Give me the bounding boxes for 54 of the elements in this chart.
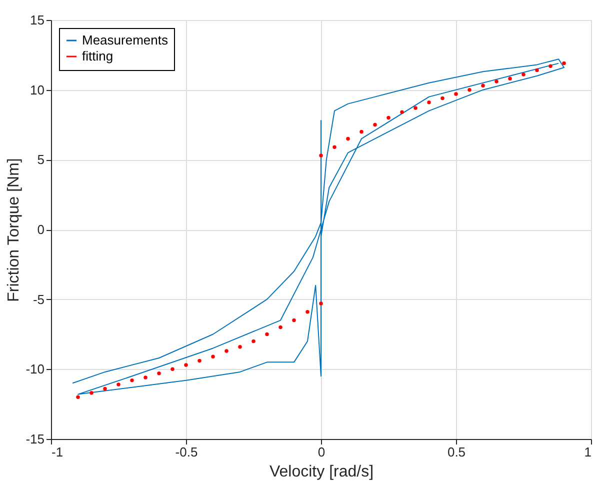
point — [144, 376, 148, 380]
point — [130, 378, 134, 382]
y-tick-label: -10 — [26, 362, 44, 377]
x-tick-label: 1 — [584, 444, 592, 460]
point — [198, 358, 202, 363]
point — [468, 88, 472, 92]
legend-label: Measurements — [82, 32, 168, 48]
point — [386, 116, 390, 120]
point — [238, 344, 242, 349]
point — [170, 367, 174, 372]
x-tick-label: 0 — [318, 444, 326, 460]
point — [481, 84, 485, 88]
point — [454, 92, 458, 96]
point — [522, 72, 526, 76]
legend-label: fitting — [82, 48, 114, 64]
x-tick-label: 0.5 — [447, 444, 466, 460]
point — [224, 349, 228, 353]
point — [508, 76, 512, 81]
y-tick-label: 0 — [37, 222, 44, 237]
point — [103, 386, 107, 391]
point — [440, 96, 444, 100]
point — [400, 110, 404, 114]
x-tick-label: -1 — [52, 444, 64, 460]
y-tick-label: 15 — [30, 12, 44, 28]
y-tick-label: -15 — [26, 432, 44, 446]
point — [548, 64, 552, 68]
x-axis-title: Velocity [rad/s] — [269, 464, 374, 480]
y-tick-label: 10 — [30, 82, 44, 98]
point — [211, 354, 215, 358]
point — [252, 339, 256, 344]
point — [535, 68, 539, 72]
point — [278, 325, 282, 330]
point — [76, 395, 80, 399]
point — [414, 106, 418, 110]
point — [373, 122, 377, 127]
y-tick-label: -5 — [32, 292, 44, 307]
point — [494, 80, 498, 84]
point — [319, 154, 323, 158]
point — [265, 332, 269, 336]
point — [427, 100, 431, 104]
point — [360, 130, 364, 134]
x-tick-label: -0.5 — [175, 444, 198, 460]
point — [292, 318, 296, 322]
y-axis-title: Friction Torque [Nm] — [6, 158, 23, 302]
point — [319, 302, 323, 306]
point — [562, 61, 566, 66]
point — [332, 145, 336, 149]
point — [90, 391, 94, 395]
point — [346, 136, 350, 141]
point — [306, 310, 310, 314]
point — [157, 371, 161, 376]
y-tick-label: 5 — [37, 152, 44, 168]
point — [116, 382, 120, 386]
point — [184, 363, 188, 367]
